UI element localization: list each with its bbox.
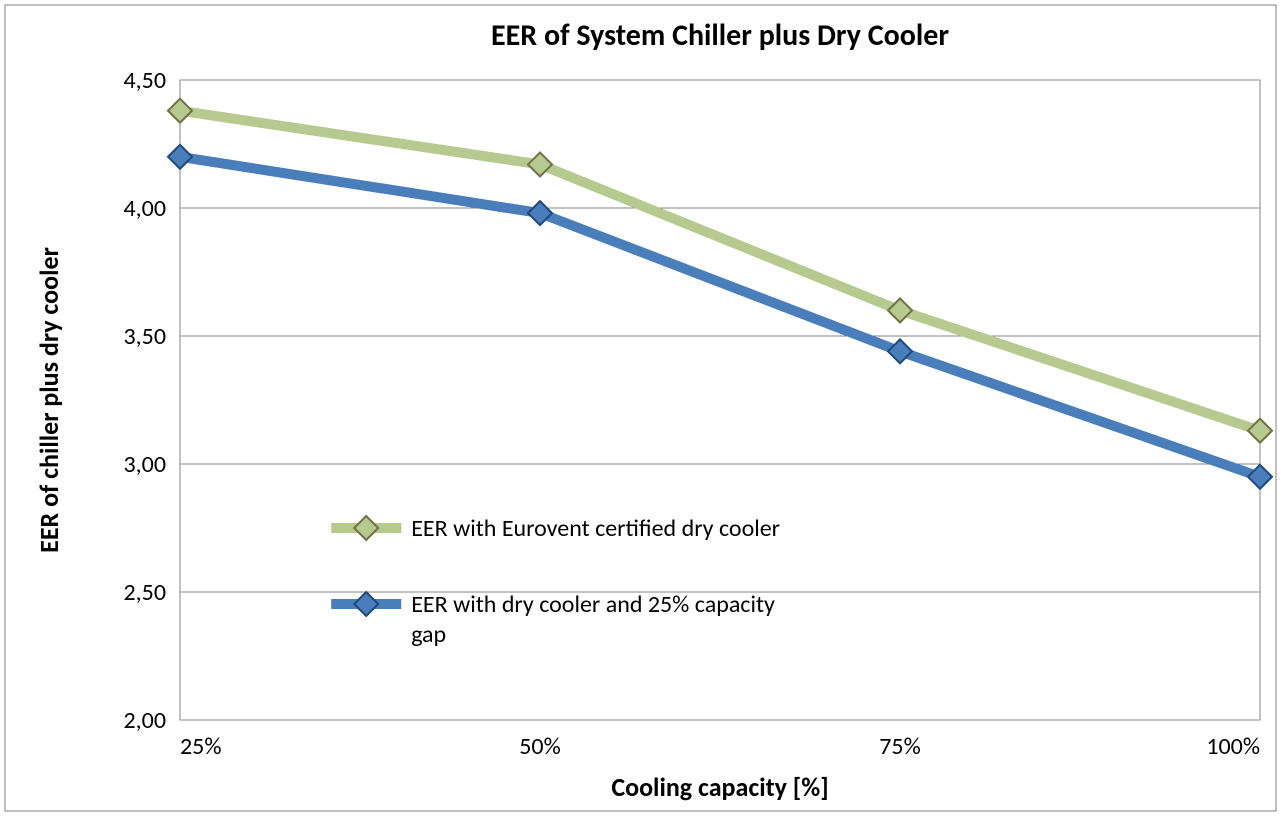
- y-axis-label: EER of chiller plus dry cooler: [33, 247, 65, 553]
- legend-label: gap: [411, 620, 446, 649]
- x-tick-label: 25%: [180, 732, 221, 761]
- line-chart: 2,00 2,50 3,00 3,50 4,00 4,50 25% 50% 75% 100% EER…: [0, 0, 1281, 816]
- chart-title: EER of System Chiller plus Dry Cooler: [491, 17, 949, 54]
- y-tick-label: 2,50: [124, 578, 166, 607]
- x-axis-label: Cooling capacity [%]: [611, 771, 828, 803]
- y-tick-label: 3,50: [124, 322, 166, 351]
- y-tick-label: 4,00: [124, 194, 166, 223]
- y-tick-label: 2,00: [124, 706, 166, 735]
- y-tick-label: 4,50: [124, 66, 166, 95]
- x-tick-label: 75%: [879, 732, 920, 761]
- y-tick-label: 3,00: [124, 450, 166, 479]
- legend-label: EER with Eurovent certified dry cooler: [411, 514, 780, 543]
- plot-area: [180, 80, 1260, 720]
- x-tick-label: 50%: [519, 732, 560, 761]
- x-tick-label: 100%: [1206, 732, 1260, 761]
- legend-label: EER with dry cooler and 25% capacity: [411, 590, 775, 619]
- chart-container: 2,00 2,50 3,00 3,50 4,00 4,50 25% 50% 75% 100% EER…: [0, 0, 1281, 816]
